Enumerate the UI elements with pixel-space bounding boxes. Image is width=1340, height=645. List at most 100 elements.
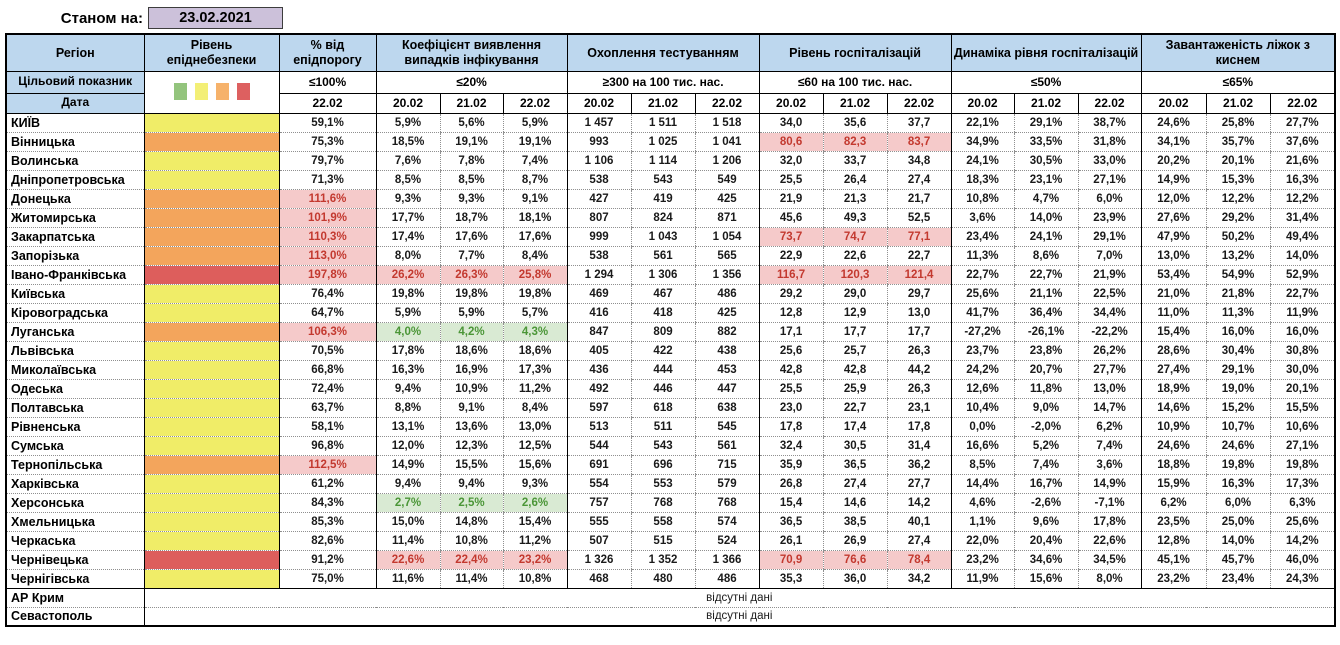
- threshold-value-cell: 61,2%: [278, 474, 376, 494]
- detection-value-cell: 9,3%: [502, 474, 568, 494]
- dynamics-value-cell: 16,6%: [950, 436, 1015, 456]
- detection-value-cell: 17,6%: [439, 227, 503, 247]
- beds-value-cell: 6,0%: [1205, 493, 1271, 513]
- beds-value-cell: 45,1%: [1140, 550, 1207, 570]
- beds-value-cell: 53,4%: [1140, 265, 1207, 285]
- testing-value-cell: 579: [694, 474, 760, 494]
- beds-value-cell: 29,2%: [1205, 208, 1271, 228]
- threshold-value-cell: 79,7%: [278, 151, 376, 171]
- hospitalization-value-cell: 22,7: [886, 246, 952, 266]
- testing-value-cell: 538: [566, 170, 632, 190]
- detection-value-cell: 9,4%: [439, 474, 503, 494]
- detection-value-cell: 8,4%: [502, 398, 568, 418]
- table-row: Херсонська 84,3% 2,7% 2,5% 2,6% 757 768 768 15,4…: [6, 493, 1336, 513]
- testing-value-cell: 1 043: [630, 227, 696, 247]
- testing-value-cell: 436: [566, 360, 632, 380]
- testing-value-cell: 511: [630, 417, 696, 437]
- testing-value-cell: 513: [566, 417, 632, 437]
- threshold-value-cell: 96,8%: [278, 436, 376, 456]
- testing-value-cell: 1 294: [566, 265, 632, 285]
- hospitalization-value-cell: 22,9: [758, 246, 824, 266]
- hospitalization-value-cell: 83,7: [886, 132, 952, 152]
- dynamics-value-cell: 23,4%: [950, 227, 1015, 247]
- detection-value-cell: 10,8%: [439, 531, 503, 551]
- hospitalization-value-cell: 26,1: [758, 531, 824, 551]
- dynamics-value-cell: 11,3%: [950, 246, 1015, 266]
- hospitalization-value-cell: 40,1: [886, 512, 952, 532]
- detection-value-cell: 9,1%: [439, 398, 503, 418]
- testing-value-cell: 1 025: [630, 132, 696, 152]
- testing-value-cell: 444: [630, 360, 696, 380]
- hospitalization-value-cell: 33,7: [822, 151, 888, 171]
- dynamics-value-cell: 27,1%: [1077, 170, 1142, 190]
- testing-value-cell: 871: [694, 208, 760, 228]
- group-5-date-1: 21.02: [1205, 92, 1271, 114]
- detection-value-cell: 14,8%: [439, 512, 503, 532]
- region-cell: Закарпатська: [6, 227, 145, 247]
- dynamics-value-cell: 7,4%: [1077, 436, 1142, 456]
- testing-value-cell: 486: [694, 569, 760, 589]
- dynamics-value-cell: 13,0%: [1077, 379, 1142, 399]
- hospitalization-value-cell: 29,7: [886, 284, 952, 304]
- legend-square-yellow: [194, 83, 208, 101]
- threshold-value-cell: 59,1%: [278, 113, 376, 133]
- group-0-date-0: 22.02: [278, 92, 377, 114]
- threshold-value-cell: 58,1%: [278, 417, 376, 437]
- testing-value-cell: 425: [694, 303, 760, 323]
- hospitalization-value-cell: 27,7: [886, 474, 952, 494]
- testing-value-cell: 544: [566, 436, 632, 456]
- hospitalization-value-cell: 22,7: [822, 398, 888, 418]
- beds-value-cell: 20,1%: [1269, 379, 1336, 399]
- region-cell: Волинська: [6, 151, 145, 171]
- hospitalization-value-cell: 17,7: [822, 322, 888, 342]
- beds-value-cell: 16,3%: [1205, 474, 1271, 494]
- no-data-cell: відсутні дані: [144, 587, 1336, 608]
- dynamics-value-cell: -26,1%: [1013, 322, 1079, 342]
- beds-value-cell: 22,7%: [1269, 284, 1336, 304]
- detection-value-cell: 26,2%: [375, 265, 440, 285]
- dynamics-value-cell: 7,4%: [1013, 455, 1079, 475]
- beds-value-cell: 27,4%: [1140, 360, 1207, 380]
- hospitalization-value-cell: 25,5: [758, 379, 824, 399]
- danger-level-cell: [144, 246, 279, 266]
- dynamics-value-cell: 22,6%: [1077, 531, 1142, 551]
- dynamics-value-cell: 27,7%: [1077, 360, 1142, 380]
- testing-value-cell: 545: [694, 417, 760, 437]
- region-cell: Херсонська: [6, 493, 145, 513]
- dynamics-value-cell: 6,0%: [1077, 189, 1142, 209]
- group-4-date-2: 22.02: [1077, 92, 1142, 114]
- table-row: Полтавська 63,7% 8,8% 9,1% 8,4% 597 618 638 23,0…: [6, 398, 1336, 418]
- hospitalization-value-cell: 23,0: [758, 398, 824, 418]
- group-4-date-1: 21.02: [1013, 92, 1079, 114]
- hospitalization-value-cell: 26,3: [886, 379, 952, 399]
- dynamics-value-cell: 22,1%: [950, 113, 1015, 133]
- group-header-5: Завантаженість ліжок з киснем: [1140, 33, 1336, 72]
- detection-value-cell: 8,5%: [439, 170, 503, 190]
- hospitalization-value-cell: 21,9: [758, 189, 824, 209]
- beds-value-cell: 49,4%: [1269, 227, 1336, 247]
- group-header-4: Динаміка рівня госпіталізацій: [950, 33, 1142, 72]
- dynamics-value-cell: 22,0%: [950, 531, 1015, 551]
- group-target-1: ≤20%: [375, 70, 568, 94]
- beds-value-cell: 25,0%: [1205, 512, 1271, 532]
- hospitalization-value-cell: 31,4: [886, 436, 952, 456]
- danger-level-legend: [143, 70, 280, 114]
- table-row: Черкаська 82,6% 11,4% 10,8% 11,2% 507 515 524 26…: [6, 531, 1336, 551]
- group-2-date-1: 21.02: [630, 92, 696, 114]
- dynamics-value-cell: 17,8%: [1077, 512, 1142, 532]
- region-cell: Дніпропетровська: [6, 170, 145, 190]
- testing-value-cell: 882: [694, 322, 760, 342]
- testing-value-cell: 809: [630, 322, 696, 342]
- beds-value-cell: 14,0%: [1205, 531, 1271, 551]
- region-cell: Івано-Франківська: [6, 265, 145, 285]
- group-5-date-0: 20.02: [1140, 92, 1207, 114]
- hospitalization-value-cell: 36,0: [822, 569, 888, 589]
- dynamics-value-cell: 34,9%: [950, 132, 1015, 152]
- testing-value-cell: 993: [566, 132, 632, 152]
- threshold-value-cell: 75,0%: [278, 569, 376, 589]
- table-row: Івано-Франківська 197,8% 26,2% 26,3% 25,8% 1 …: [6, 265, 1336, 285]
- hospitalization-value-cell: 25,6: [758, 341, 824, 361]
- hospitalization-value-cell: 35,3: [758, 569, 824, 589]
- threshold-value-cell: 85,3%: [278, 512, 376, 532]
- threshold-value-cell: 106,3%: [278, 322, 376, 342]
